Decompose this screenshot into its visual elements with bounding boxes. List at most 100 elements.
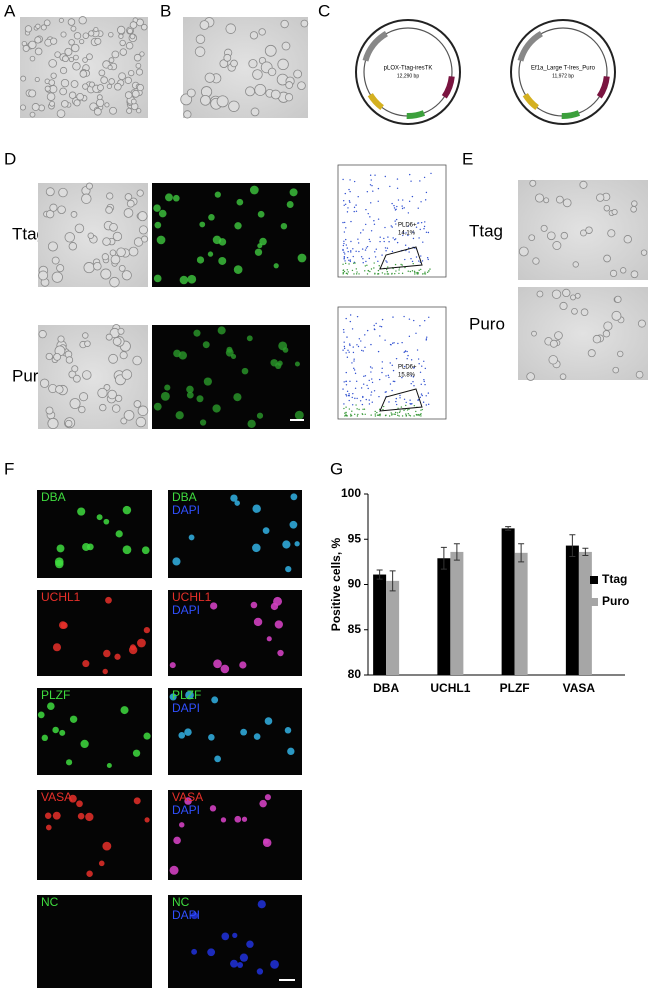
cell — [289, 520, 298, 529]
cell — [230, 353, 237, 360]
row-label: Ttag — [469, 221, 503, 240]
flow-event — [407, 225, 409, 227]
cell — [52, 643, 62, 652]
cell — [253, 733, 261, 740]
flow-event — [403, 315, 405, 318]
flow-event — [379, 325, 381, 328]
flow-event — [368, 238, 370, 241]
flow-event — [377, 200, 379, 202]
flow-event — [413, 367, 415, 369]
flow-event — [421, 365, 423, 367]
cell — [80, 739, 89, 749]
flow-event — [374, 256, 377, 258]
cell — [153, 274, 162, 283]
flow-event — [343, 381, 345, 383]
flow-event — [426, 257, 429, 259]
cell — [82, 660, 90, 668]
flow-event — [343, 270, 346, 273]
cell — [51, 271, 63, 283]
flow-event — [351, 362, 353, 364]
cell — [60, 31, 67, 38]
flow-event — [357, 196, 359, 198]
flow-event — [346, 211, 349, 213]
cell — [120, 417, 128, 425]
flow-event — [397, 414, 399, 417]
legend-label: Ttag — [602, 572, 627, 586]
cell — [108, 353, 118, 364]
flow-event — [345, 244, 348, 246]
flow-event — [369, 174, 372, 176]
flow-event — [419, 396, 421, 399]
cell — [175, 411, 184, 420]
flow-event — [384, 175, 387, 178]
cell — [202, 341, 210, 349]
plasmid-feature — [522, 93, 539, 110]
flow-event — [400, 263, 402, 266]
flow-event — [349, 314, 352, 316]
flow-event — [347, 349, 349, 351]
flow-event — [395, 270, 397, 272]
flow-event — [408, 247, 410, 249]
cell — [290, 493, 298, 501]
flow-event — [377, 218, 380, 220]
cell — [82, 32, 90, 39]
cell — [587, 349, 596, 358]
flow-event — [410, 258, 412, 260]
cell — [76, 800, 83, 808]
flow-event — [355, 250, 357, 252]
cell — [262, 527, 270, 534]
cell — [554, 331, 563, 340]
flow-event — [364, 413, 366, 416]
cell — [280, 222, 288, 230]
cell — [210, 602, 218, 610]
cell — [249, 185, 259, 195]
cell — [602, 330, 611, 338]
cell — [68, 242, 78, 251]
flow-event — [420, 393, 423, 395]
flow-event — [357, 413, 359, 416]
cell — [230, 494, 238, 502]
cell — [612, 366, 620, 374]
cell — [194, 46, 206, 57]
cell — [225, 23, 236, 34]
cell — [256, 968, 264, 975]
error-bar — [518, 543, 525, 563]
flow-event — [349, 320, 352, 323]
flow-event — [398, 272, 400, 275]
flow-event — [355, 404, 357, 406]
flow-event — [345, 406, 347, 408]
cell — [50, 72, 57, 79]
flow-event — [375, 248, 377, 250]
flow-event — [398, 411, 401, 414]
flow-event — [391, 202, 393, 205]
flow-event — [388, 376, 390, 379]
flow-event — [402, 231, 405, 233]
flow-event — [376, 411, 378, 414]
cell — [135, 68, 144, 76]
flow-event — [410, 180, 412, 182]
cell — [534, 193, 545, 203]
flow-event — [381, 318, 384, 321]
flow-event — [377, 187, 380, 190]
flow-event — [427, 392, 430, 394]
legend-label: Puro — [602, 594, 629, 608]
cell — [124, 91, 133, 99]
stain-label: DAPI — [172, 908, 200, 922]
cell — [44, 85, 51, 92]
flow-event — [394, 411, 397, 414]
stain-label: DBA — [41, 490, 66, 504]
flow-event — [362, 229, 364, 231]
flow-event — [384, 273, 386, 275]
flow-event — [371, 381, 374, 384]
cell — [109, 276, 120, 288]
y-tick-label: 90 — [348, 577, 362, 591]
flow-event — [345, 411, 347, 414]
cell — [254, 248, 263, 256]
flow-event — [349, 179, 351, 181]
cell — [78, 16, 87, 25]
cell — [31, 103, 40, 111]
flow-event — [413, 385, 415, 387]
flow-event — [345, 272, 348, 275]
cell — [55, 385, 64, 394]
cell — [57, 205, 66, 214]
